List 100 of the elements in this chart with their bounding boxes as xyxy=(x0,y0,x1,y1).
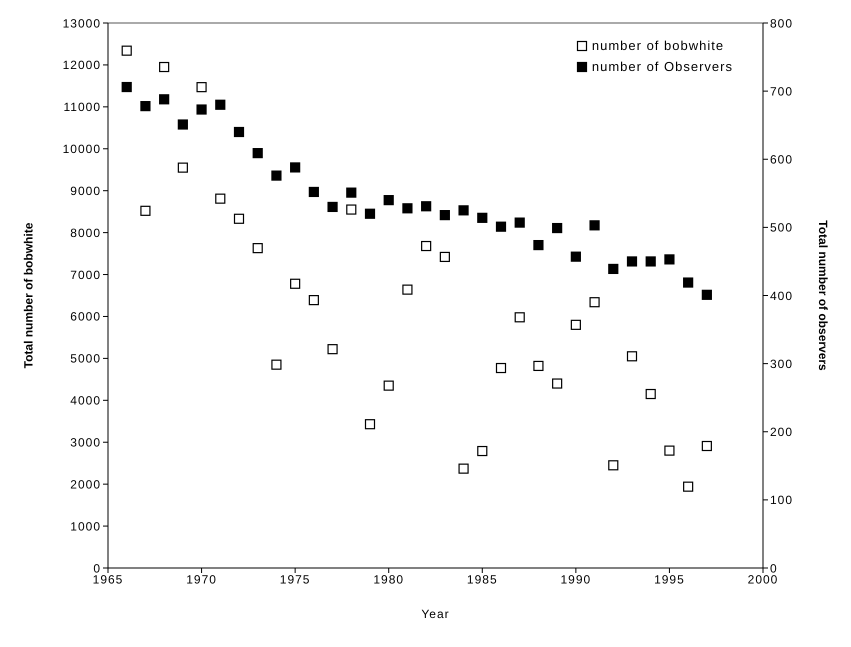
point xyxy=(140,101,151,112)
point xyxy=(552,378,562,389)
y-tick-label: 8000 xyxy=(70,226,101,240)
point xyxy=(402,203,413,214)
point xyxy=(533,360,544,372)
point xyxy=(646,256,656,267)
point xyxy=(327,344,338,354)
x-tick-label: 1965 xyxy=(92,572,124,587)
legend-label: number of bobwhite xyxy=(592,38,724,53)
y-tick-label: 1000 xyxy=(70,519,101,534)
point xyxy=(384,195,394,206)
point xyxy=(384,380,394,391)
point xyxy=(252,243,263,254)
point xyxy=(570,252,581,262)
point xyxy=(346,188,356,198)
point xyxy=(608,264,618,274)
y-tick-label: 11000 xyxy=(64,100,101,114)
point xyxy=(421,201,432,212)
x-tick-label: 1980 xyxy=(373,572,404,587)
point xyxy=(364,208,376,219)
point xyxy=(458,464,469,474)
y-tick-label: 4000 xyxy=(70,394,101,408)
point xyxy=(252,148,263,158)
point xyxy=(364,419,376,430)
point xyxy=(122,46,132,56)
point xyxy=(346,204,356,215)
point xyxy=(496,222,506,232)
point xyxy=(215,100,226,110)
point xyxy=(477,212,488,223)
x-axis-title: Year xyxy=(421,607,450,621)
point xyxy=(271,170,282,181)
y2-axis-title: Total number of observers xyxy=(816,220,830,372)
point xyxy=(440,210,450,220)
point xyxy=(178,162,188,173)
y-axis-title: Total number of bobwhite xyxy=(21,222,36,368)
point xyxy=(514,218,525,228)
point xyxy=(327,202,338,212)
point xyxy=(308,295,319,306)
point xyxy=(234,126,244,138)
y2-tick-label: 100 xyxy=(770,493,794,508)
point xyxy=(196,82,207,92)
point xyxy=(178,119,188,130)
x-tick-label: 1975 xyxy=(280,572,310,587)
point xyxy=(421,240,432,252)
y-tick-label: 9000 xyxy=(70,184,101,198)
point xyxy=(664,446,675,456)
x-tick-label: 1985 xyxy=(466,572,498,587)
point xyxy=(159,62,170,72)
y-tick-label: 12000 xyxy=(62,58,101,72)
y-tick-label: 13000 xyxy=(62,16,101,30)
point xyxy=(290,162,300,173)
point xyxy=(477,446,488,456)
point xyxy=(122,82,132,92)
y-tick-label: 2000 xyxy=(70,477,101,492)
point xyxy=(570,320,581,330)
point xyxy=(702,290,712,300)
y2-tick-label: 500 xyxy=(770,220,794,235)
x-tick-label: 1970 xyxy=(186,572,217,587)
point xyxy=(271,360,282,370)
point xyxy=(496,362,506,374)
point xyxy=(533,240,544,250)
point xyxy=(664,254,675,264)
y2-tick-label: 800 xyxy=(770,16,794,30)
point xyxy=(196,104,207,115)
x-tick-label: 1990 xyxy=(560,572,592,587)
y2-tick-label: 700 xyxy=(770,84,794,98)
point xyxy=(626,256,638,267)
y2-tick-label: 0 xyxy=(770,561,778,576)
point xyxy=(626,351,638,362)
y-tick-label: 3000 xyxy=(70,435,101,450)
y2-tick-label: 600 xyxy=(770,152,794,167)
y-tick-label: 7000 xyxy=(70,268,101,282)
point xyxy=(589,220,600,230)
point xyxy=(308,186,319,198)
y2-tick-label: 400 xyxy=(770,288,794,303)
y-tick-label: 5000 xyxy=(70,352,101,366)
point xyxy=(514,312,525,322)
x-tick-label: 1995 xyxy=(654,572,685,587)
point xyxy=(683,277,694,288)
point xyxy=(440,252,450,262)
y-tick-label: 0 xyxy=(93,561,101,576)
legend-label: number of Observers xyxy=(592,59,733,74)
point xyxy=(589,297,600,308)
y2-tick-label: 200 xyxy=(770,425,794,440)
point xyxy=(402,284,413,295)
y2-tick-label: 300 xyxy=(770,356,794,371)
y-tick-label: 6000 xyxy=(70,310,101,324)
point xyxy=(552,222,562,234)
point xyxy=(215,194,226,204)
point xyxy=(140,206,151,216)
point xyxy=(646,388,656,400)
point xyxy=(702,440,712,452)
point xyxy=(458,205,469,216)
x-tick-label: 2000 xyxy=(748,572,778,587)
point xyxy=(234,214,244,224)
y-tick-label: 10000 xyxy=(62,142,101,156)
point xyxy=(683,482,694,492)
point xyxy=(608,460,618,470)
point xyxy=(290,278,300,289)
point xyxy=(159,94,170,104)
